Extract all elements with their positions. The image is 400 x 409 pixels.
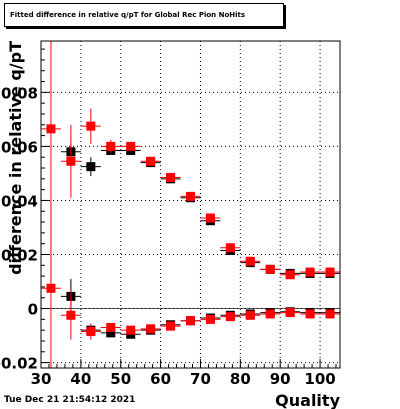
data-point — [325, 309, 335, 319]
y-tick-label: 0.02 — [1, 246, 38, 264]
data-point — [146, 156, 156, 166]
x-tick-label: 70 — [190, 370, 211, 388]
data-point — [66, 310, 76, 320]
plot-frame — [40, 40, 341, 369]
data-point — [166, 321, 176, 331]
data-point — [325, 267, 335, 277]
data-point — [166, 172, 176, 182]
data-point — [146, 324, 156, 334]
x-tick-label: 60 — [150, 370, 171, 388]
data-point — [245, 256, 255, 266]
data-point — [126, 325, 136, 335]
data-point — [46, 283, 56, 293]
data-point — [126, 141, 136, 151]
y-tick-label: 0.06 — [1, 138, 38, 156]
timestamp: Tue Dec 21 21:54:12 2021 — [4, 395, 136, 405]
data-point — [86, 162, 96, 172]
x-tick-label: 90 — [270, 370, 291, 388]
x-tick-label: 100 — [304, 370, 335, 388]
x-axis-title: Quality — [275, 391, 340, 409]
data-point — [106, 322, 116, 332]
data-point — [86, 327, 96, 337]
data-markers — [41, 41, 340, 368]
data-point — [305, 267, 315, 277]
x-tick-label: 80 — [230, 370, 251, 388]
y-tick-label: 0.04 — [1, 192, 38, 210]
x-tick-label: 50 — [110, 370, 131, 388]
data-point — [205, 213, 215, 223]
axes: 30 40 50 60 70 80 90 100 -0.02 0 0.02 0.04 0.06 0.08 — [0, 48, 337, 388]
x-tick-label: 30 — [31, 370, 52, 388]
data-point — [245, 310, 255, 320]
data-point — [265, 309, 275, 319]
data-point — [86, 121, 96, 131]
series-2 — [41, 41, 340, 291]
y-axis-title: difference in relative q/pT — [6, 41, 25, 275]
x-tick-label: 40 — [70, 370, 91, 388]
series-3 — [41, 207, 340, 368]
data-point — [205, 314, 215, 324]
title-box: Fitted difference in relative q/pT for G… — [4, 3, 284, 27]
data-point — [66, 156, 76, 166]
data-point — [106, 141, 116, 151]
y-tick-label: 0.08 — [1, 84, 38, 102]
data-point — [285, 270, 295, 280]
data-point — [225, 312, 235, 322]
data-point — [305, 309, 315, 319]
data-point — [186, 316, 195, 326]
y-tick-label: -0.02 — [0, 355, 38, 373]
chart-title: Fitted difference in relative q/pT for G… — [10, 11, 246, 19]
data-point — [265, 264, 275, 274]
data-point — [225, 243, 235, 253]
data-point — [106, 328, 116, 338]
data-point — [285, 308, 295, 318]
data-point — [46, 124, 56, 134]
y-tick-label: 0 — [28, 301, 38, 319]
data-point — [186, 191, 195, 201]
